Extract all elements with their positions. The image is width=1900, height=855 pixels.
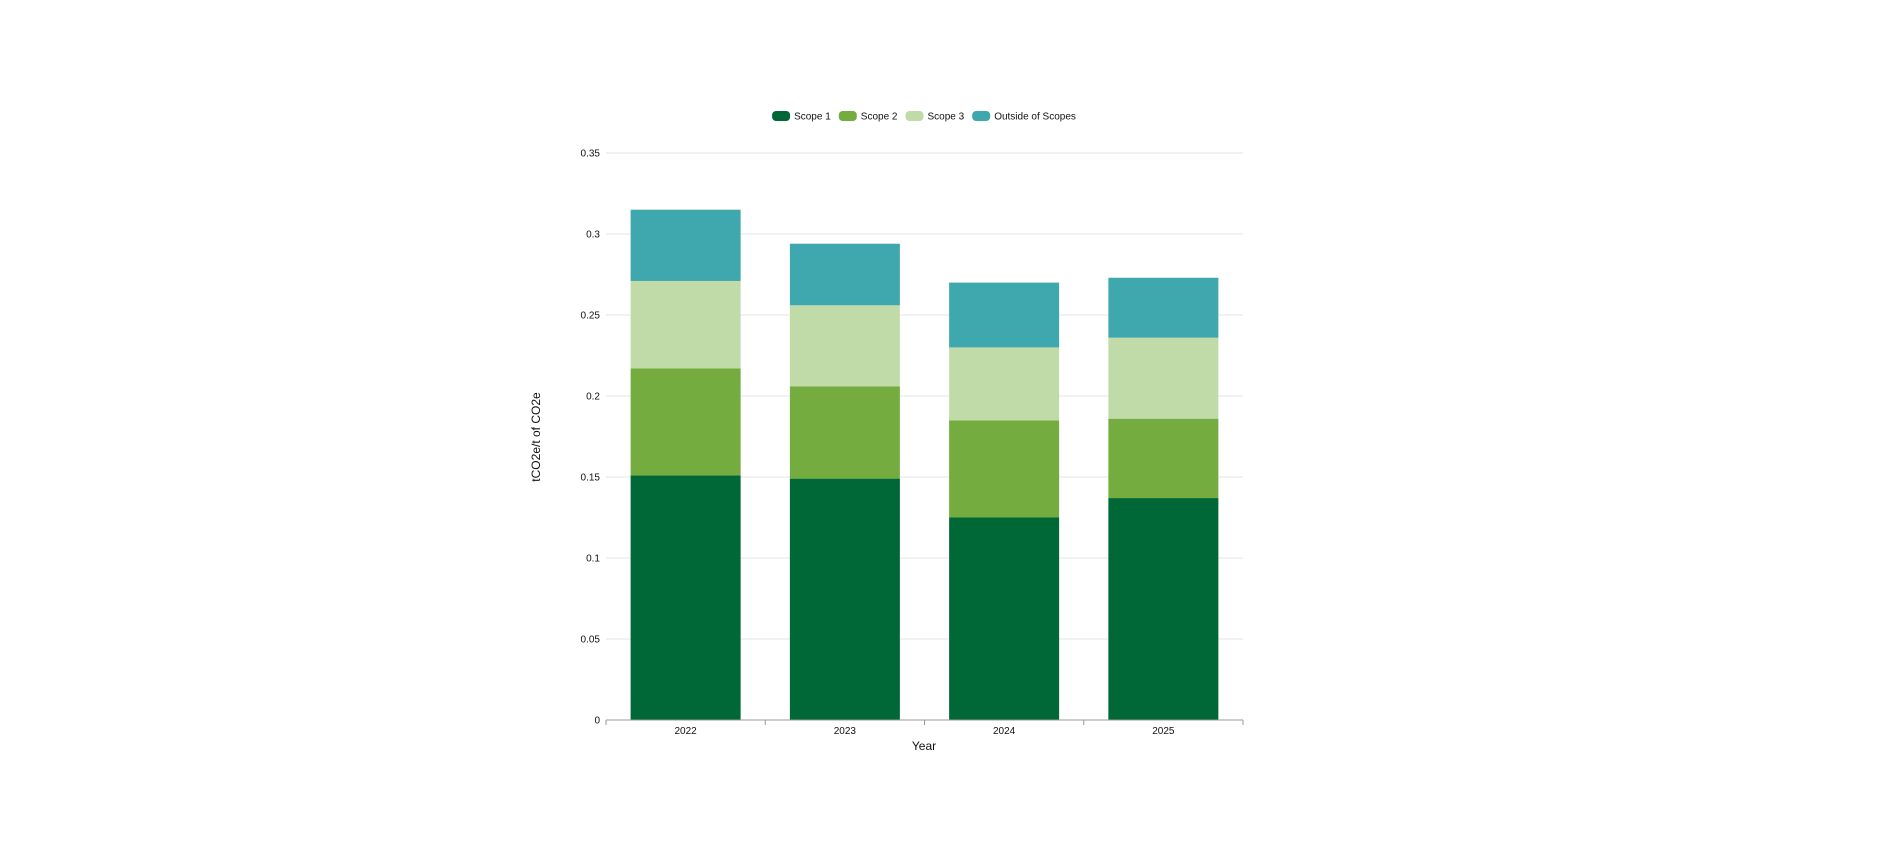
x-tick-label: 2025: [1152, 726, 1175, 737]
x-tick-label: 2022: [675, 726, 698, 737]
legend-item-scope-2[interactable]: Scope 2: [838, 111, 898, 123]
bar-scope-1-2024[interactable]: [949, 517, 1060, 721]
bar-scope-2-2024[interactable]: [949, 420, 1060, 518]
bar-scope-3-2023[interactable]: [789, 305, 900, 387]
x-axis: 2022 2023 2024 2025: [605, 719, 1244, 737]
y-tick-label: 0.35: [581, 149, 601, 160]
y-tick-label: 0.3: [586, 230, 600, 241]
x-axis-title: Year: [912, 739, 936, 753]
legend-swatch: [772, 111, 791, 121]
legend-item-outside-of-scopes[interactable]: Outside of Scopes: [972, 111, 1076, 123]
y-axis-title: tCO2e/t of CO2e: [529, 392, 543, 482]
bar-outside-of-scopes-2024[interactable]: [949, 282, 1060, 348]
legend-item-scope-3[interactable]: Scope 3: [905, 111, 965, 123]
legend-label: Scope 2: [861, 112, 898, 123]
y-tick-label: 0: [594, 716, 600, 727]
y-tick-label: 0.2: [586, 392, 600, 403]
x-tick-label: 2023: [834, 726, 857, 737]
legend-label: Outside of Scopes: [994, 112, 1076, 123]
bars: [630, 209, 1219, 721]
legend-swatch: [838, 111, 857, 121]
legend-swatch: [905, 111, 924, 121]
bar-scope-1-2023[interactable]: [789, 478, 900, 720]
y-tick-label: 0.05: [581, 635, 601, 646]
bar-scope-1-2022[interactable]: [630, 475, 741, 720]
bar-scope-2-2025[interactable]: [1108, 418, 1219, 499]
bar-outside-of-scopes-2022[interactable]: [630, 209, 741, 281]
y-tick-label: 0.1: [586, 554, 600, 565]
legend-label: Scope 3: [927, 112, 964, 123]
legend-swatch: [972, 111, 991, 121]
bar-outside-of-scopes-2025[interactable]: [1108, 277, 1219, 338]
bar-scope-2-2023[interactable]: [789, 386, 900, 479]
y-axis-ticks: 0 0.05 0.1 0.15 0.2 0.25 0.3 0.35: [581, 149, 601, 727]
bar-scope-1-2025[interactable]: [1108, 498, 1219, 720]
bar-outside-of-scopes-2023[interactable]: [789, 243, 900, 306]
x-tick-label: 2024: [993, 726, 1016, 737]
legend-label: Scope 1: [794, 112, 831, 123]
y-tick-label: 0.25: [581, 311, 601, 322]
legend: Scope 1 Scope 2 Scope 3 Outside of Scopes: [772, 111, 1076, 123]
bar-scope-2-2022[interactable]: [630, 368, 741, 476]
bar-scope-3-2022[interactable]: [630, 280, 741, 369]
bar-scope-3-2025[interactable]: [1108, 337, 1219, 419]
y-tick-label: 0.15: [581, 473, 601, 484]
bar-scope-3-2024[interactable]: [949, 347, 1060, 421]
legend-item-scope-1[interactable]: Scope 1: [772, 111, 831, 123]
